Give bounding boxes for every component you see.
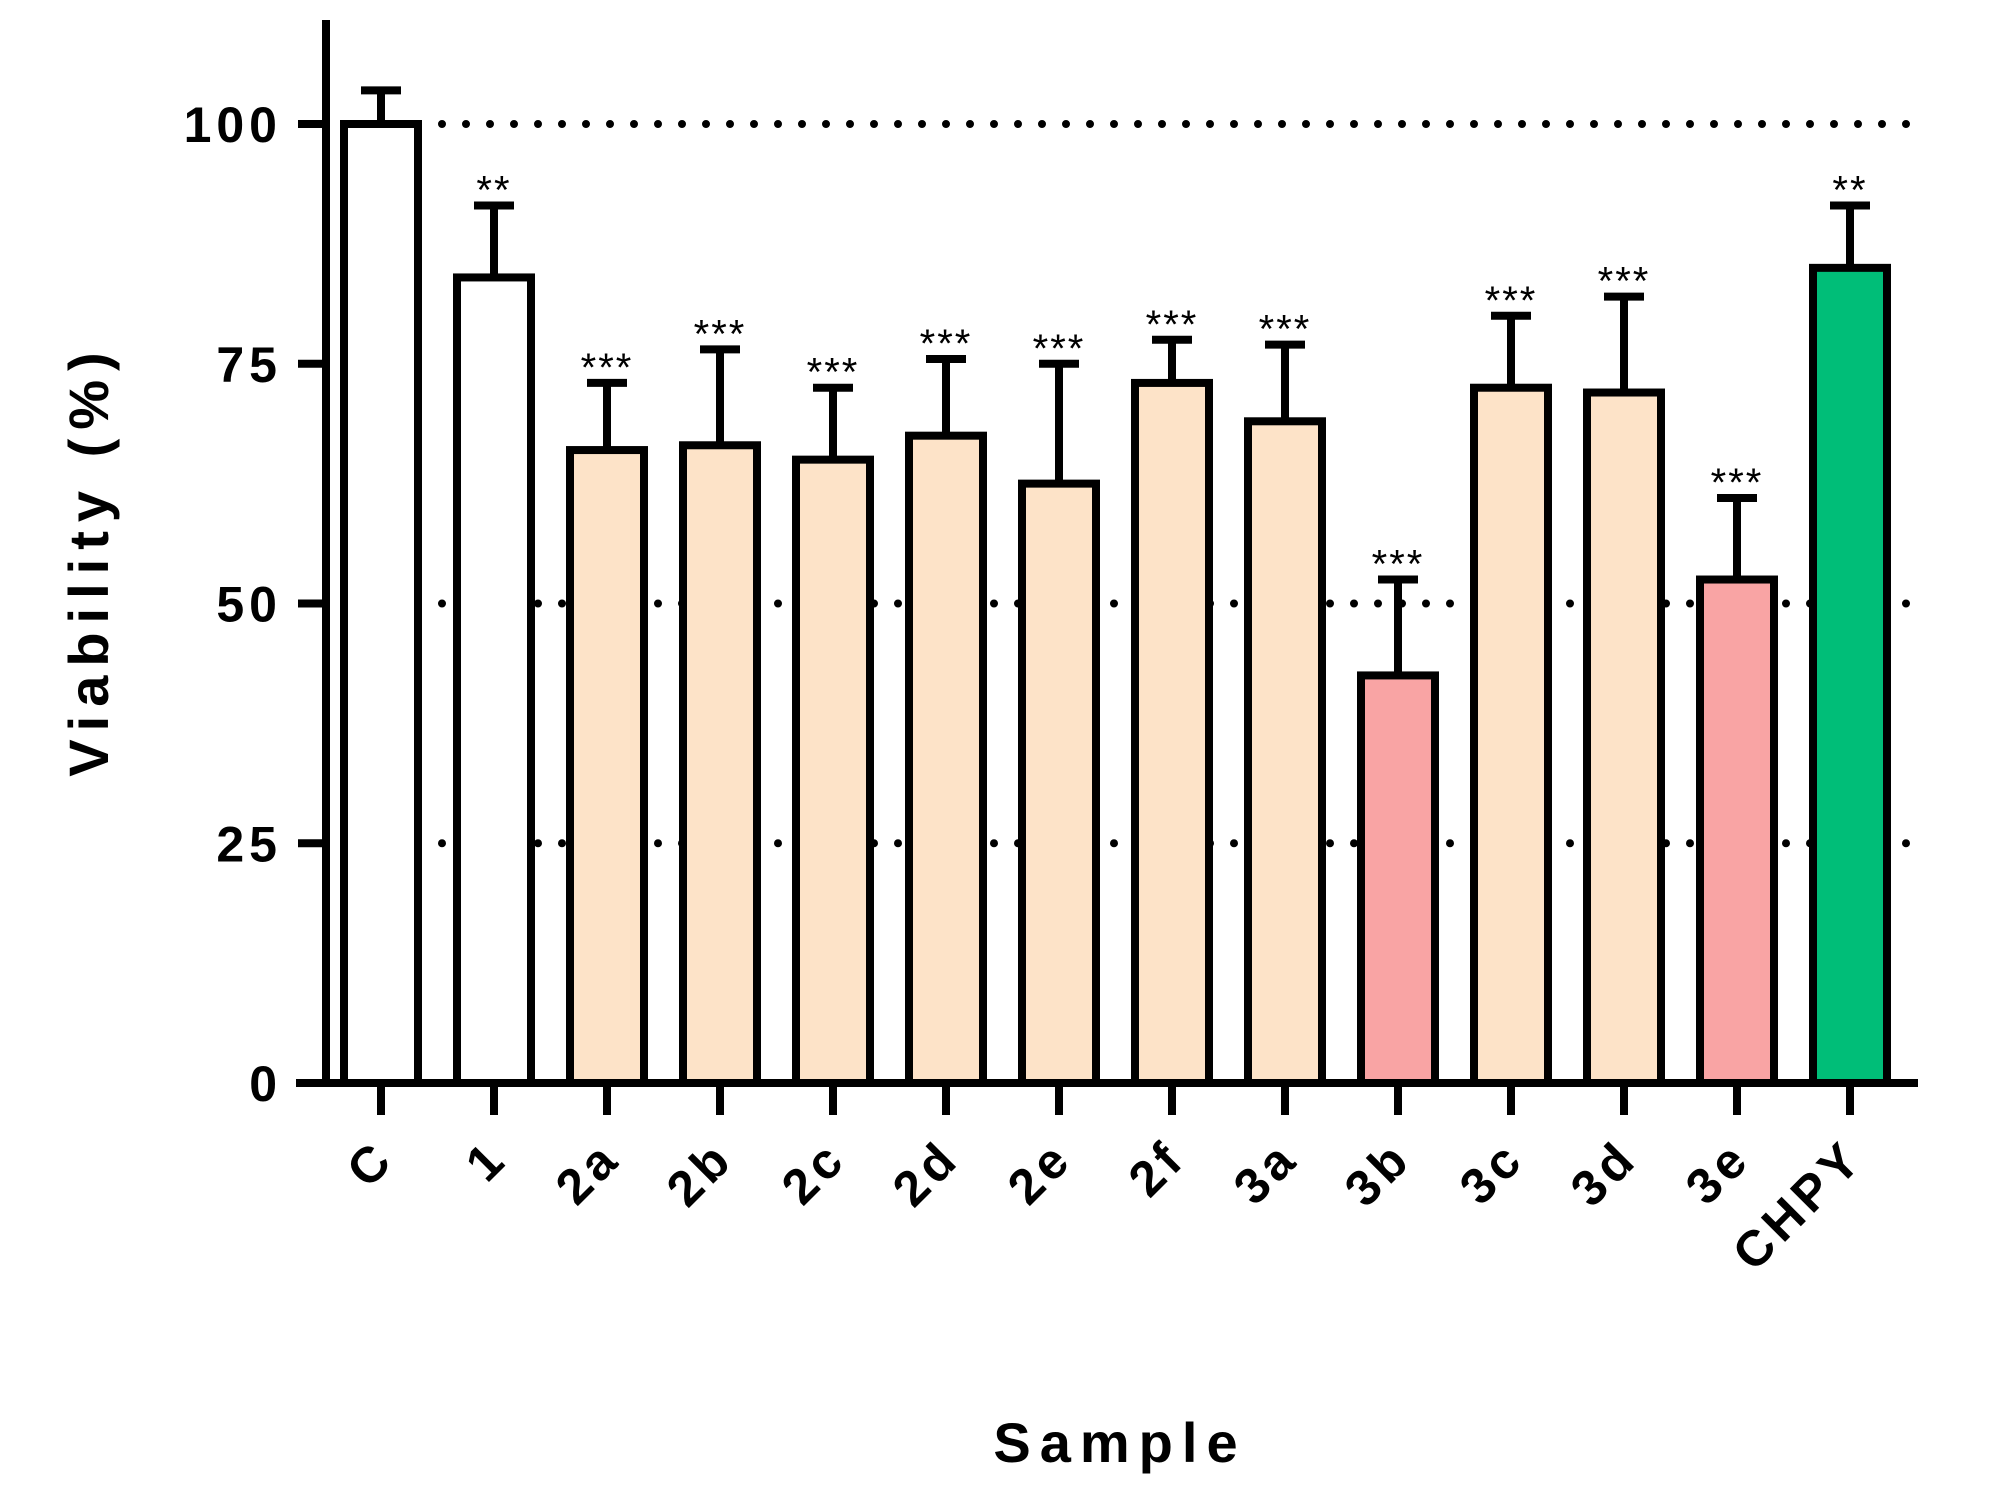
- bar: [566, 446, 648, 1087]
- significance-label: ***: [920, 322, 973, 366]
- axes: [296, 20, 1918, 1087]
- x-tick-label: 2a: [545, 1129, 631, 1215]
- bar: [1244, 417, 1326, 1088]
- x-tick-label: 3b: [1334, 1129, 1422, 1217]
- significance-labels: ************** ****** ********* ********: [476, 169, 1867, 587]
- bar: [1357, 671, 1439, 1087]
- y-tick-label: 0: [249, 1056, 282, 1112]
- significance-label: ***: [694, 312, 747, 356]
- significance-label: ***: [1146, 303, 1199, 347]
- significance-label: **: [476, 169, 511, 213]
- x-tick-label: 1: [455, 1129, 518, 1192]
- bar: [340, 120, 422, 1087]
- significance-label: **: [1832, 169, 1867, 213]
- bar: [1470, 383, 1552, 1088]
- x-tick-label: CHPY: [1722, 1129, 1874, 1281]
- y-tick-label: 100: [184, 97, 282, 153]
- x-tick-label: 3e: [1675, 1129, 1761, 1215]
- x-tick-label: 2b: [656, 1129, 744, 1217]
- bars: [340, 120, 1891, 1088]
- significance-label: ***: [1598, 260, 1651, 304]
- x-tick-label: 2d: [882, 1129, 970, 1217]
- bar: [1018, 479, 1100, 1087]
- bar: [679, 441, 761, 1087]
- significance-label: ***: [1711, 461, 1764, 505]
- x-tick-label: 3a: [1223, 1129, 1309, 1215]
- bar: [453, 273, 535, 1087]
- y-tick-label: 25: [216, 816, 282, 872]
- significance-label: ***: [807, 351, 860, 395]
- x-tick-label: 2e: [997, 1129, 1083, 1215]
- significance-label: ***: [1033, 327, 1086, 371]
- x-tick-label: C: [336, 1129, 405, 1198]
- significance-label: ***: [1372, 543, 1425, 587]
- bar: [1583, 388, 1665, 1087]
- significance-label: ***: [581, 346, 634, 390]
- y-axis-ticks: 0 25 50 75 100: [184, 97, 326, 1112]
- error-bars: [361, 86, 1870, 676]
- x-tick-label: 3d: [1560, 1129, 1648, 1217]
- bar: [905, 431, 987, 1087]
- significance-label: ***: [1259, 308, 1312, 352]
- x-tick-label: 2c: [771, 1129, 857, 1215]
- x-axis-title: Sample: [993, 1411, 1246, 1474]
- x-tick-label: 3c: [1449, 1129, 1535, 1215]
- y-axis-title: Viability (%): [57, 343, 120, 776]
- x-tick-label: 2f: [1118, 1129, 1196, 1207]
- bar: [792, 455, 874, 1087]
- bar: [1696, 575, 1778, 1088]
- significance-label: ***: [1485, 279, 1538, 323]
- y-tick-label: 50: [216, 577, 282, 633]
- bar: [1131, 378, 1213, 1087]
- y-tick-label: 75: [216, 337, 282, 393]
- bar: [1809, 263, 1891, 1088]
